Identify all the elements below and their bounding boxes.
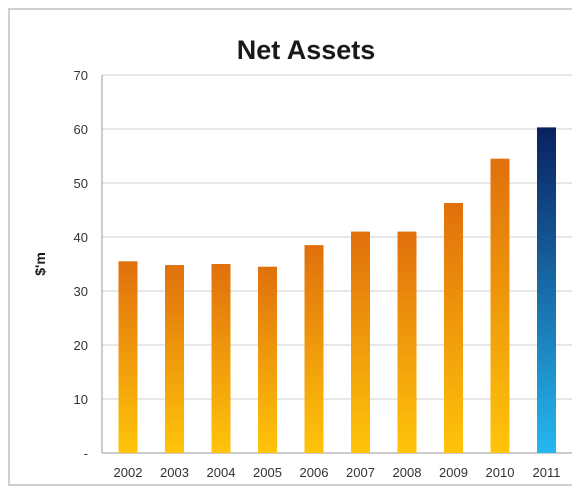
y-tick-label: -	[84, 446, 88, 461]
bar-2008	[397, 231, 417, 453]
y-tick-label: 40	[74, 230, 88, 245]
x-tick-label: 2002	[114, 465, 143, 480]
bar-2010	[490, 158, 510, 453]
x-tick-label: 2011	[533, 465, 561, 480]
bar-2004	[211, 264, 231, 453]
x-tick-label: 2004	[207, 465, 236, 480]
bar-2011	[537, 127, 556, 453]
bar-2003	[165, 265, 184, 453]
x-tick-label: 2003	[160, 465, 189, 480]
x-tick-label: 2010	[486, 465, 515, 480]
y-tick-label: 30	[74, 284, 88, 299]
y-tick-label: 10	[74, 392, 88, 407]
y-axis-label: $'m	[32, 252, 48, 276]
bar-2009	[444, 202, 463, 453]
bar-2006	[304, 245, 324, 453]
y-tick-label: 20	[74, 338, 88, 353]
x-tick-label: 2006	[300, 465, 329, 480]
chart-title: Net Assets	[237, 35, 376, 65]
x-tick-label: 2008	[393, 465, 422, 480]
x-tick-label: 2005	[253, 465, 282, 480]
y-tick-label: 70	[74, 68, 88, 83]
y-tick-label: 50	[74, 176, 88, 191]
y-tick-label: 60	[74, 122, 88, 137]
bar-2002	[118, 261, 138, 453]
x-tick-label: 2007	[346, 465, 375, 480]
bar-2005	[258, 266, 277, 453]
bar-2007	[351, 231, 370, 453]
x-tick-label: 2009	[439, 465, 468, 480]
